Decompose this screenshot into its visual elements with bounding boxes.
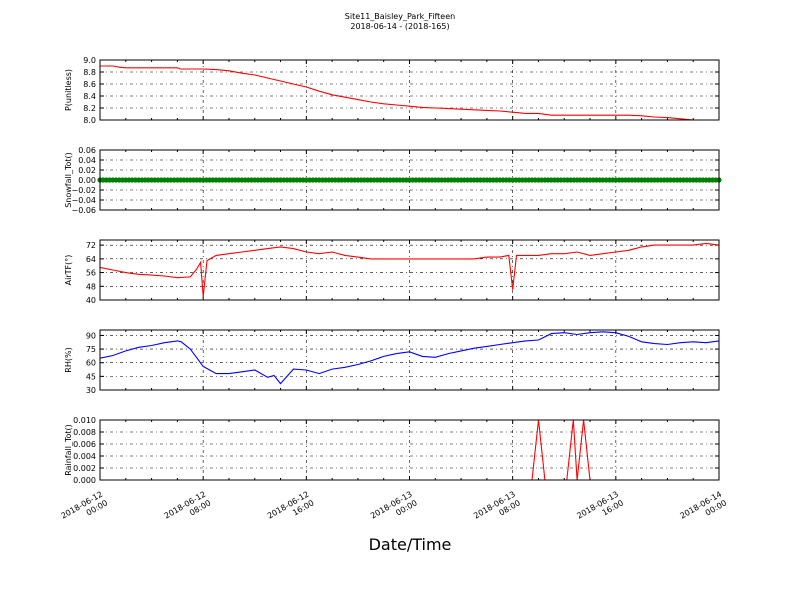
panel-2-ytick-label: 0.02 <box>78 166 96 175</box>
panel-1: 8.0 8.2 8.4 8.6 8.8 9.0 P(unitless) <box>64 56 720 125</box>
subplot-panels: 8.0 8.2 8.4 8.6 8.8 9.0 P(unitless) −0.06−0.04−… <box>59 56 728 521</box>
panel-3-ytick-label: 48 <box>86 282 96 291</box>
chart-title-line2: 2018-06-14 - (2018-165) <box>350 22 449 31</box>
panel-5-ytick-label: 0.008 <box>73 428 96 437</box>
chart-title-line1: Site11_Baisley_Park_Fifteen <box>345 12 455 21</box>
x-axis-label: Date/Time <box>369 535 452 554</box>
panel-3-ytick-label: 56 <box>86 269 96 278</box>
panel-4-ytick-label: 60 <box>86 359 96 368</box>
panel-1-ytick-label: 8.6 <box>83 80 96 89</box>
panel-4: 30 45 60 75 90 RH(%) <box>64 329 720 395</box>
panel-4-ytick-label: 30 <box>86 386 96 395</box>
panel-2-ytick-label: −0.04 <box>71 196 96 205</box>
panel-5-ylabel: Rainfall_Tot() <box>64 424 73 476</box>
panel-5-ytick-label: 0.004 <box>73 452 96 461</box>
panel-4-ylabel: RH(%) <box>64 347 73 372</box>
panel-5-ytick-label: 0.010 <box>73 416 96 425</box>
panel-4-series-line <box>100 331 719 385</box>
panel-1-series-line <box>100 65 719 120</box>
panel-2-ytick-label: 0.04 <box>78 156 96 165</box>
panel-3-ytick-label: 64 <box>86 255 96 264</box>
panel-5: 0.000 0.002 0.004 0.006 0.008 0.010Rainfall_T… <box>64 416 720 485</box>
panel-5-ytick-label: 0.000 <box>73 476 96 485</box>
panel-1-ytick-label: 8.8 <box>83 68 96 77</box>
panel-5-ytick-label: 0.002 <box>73 464 96 473</box>
panel-1-ytick-label: 8.4 <box>83 92 96 101</box>
panel-3-ylabel: AirTF(°) <box>64 255 73 286</box>
panel-5-ytick-label: 0.006 <box>73 440 96 449</box>
panel-4-frame <box>99 329 720 391</box>
panel-3-series-line <box>100 242 719 297</box>
panel-1-frame <box>99 59 720 121</box>
panel-3-ytick-label: 72 <box>86 241 96 250</box>
panel-3-frame <box>99 239 720 301</box>
panel-2-ytick-label: 0.00 <box>78 176 96 185</box>
panel-3: 40 48 56 64 72 AirTF(°) <box>64 239 720 305</box>
panel-2-ylabel: Snowfall_Tot() <box>64 152 73 208</box>
panel-4-ytick-label: 45 <box>86 372 96 381</box>
panel-2-ytick-label: −0.02 <box>71 186 96 195</box>
panel-5-series-line <box>100 420 719 480</box>
panel-1-ylabel: P(unitless) <box>64 69 73 111</box>
panel-2: −0.06−0.04−0.020.000.020.040.06 Snowfall_… <box>64 146 722 215</box>
panel-5-frame <box>99 419 720 481</box>
panel-1-ytick-label: 9.0 <box>83 56 96 65</box>
panel-1-ytick-label: 8.0 <box>83 116 96 125</box>
panel-2-frame <box>99 149 720 211</box>
panel-4-ytick-label: 75 <box>86 345 96 354</box>
panel-2-ytick-label: −0.06 <box>71 206 96 215</box>
panel-2-series-markers <box>97 177 722 183</box>
panel-4-ytick-label: 90 <box>86 331 96 340</box>
panel-2-ytick-label: 0.06 <box>78 146 96 155</box>
panel-1-ytick-label: 8.2 <box>83 104 96 113</box>
panel-3-ytick-label: 40 <box>86 296 96 305</box>
